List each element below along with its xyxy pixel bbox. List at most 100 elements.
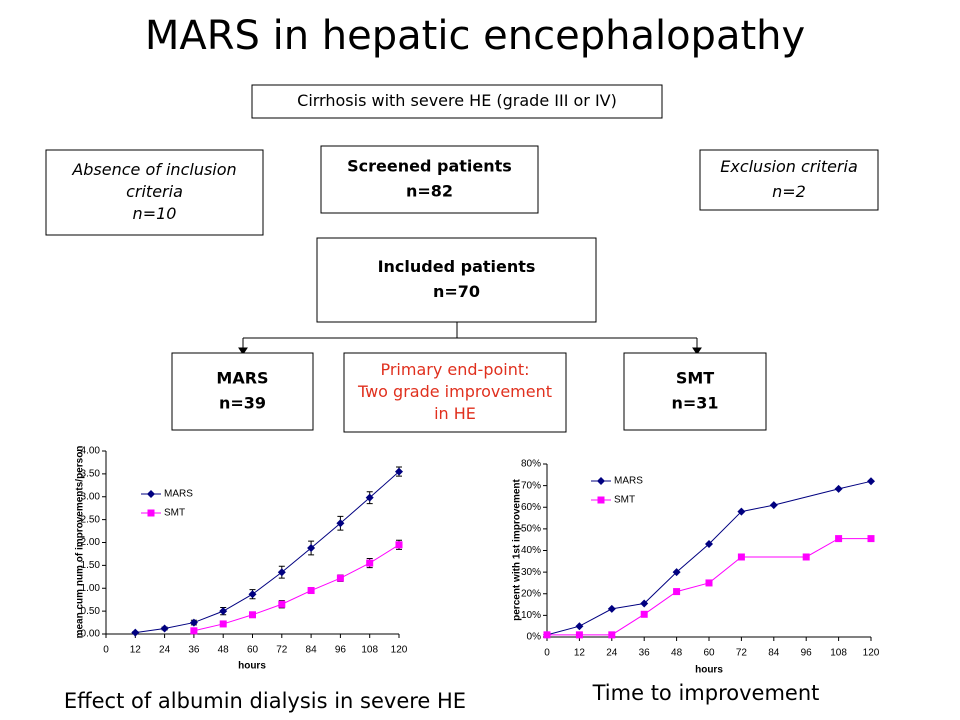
y-tick-label: 80% xyxy=(521,459,541,470)
data-point xyxy=(248,590,257,599)
y-tick-label: 0.50 xyxy=(81,606,101,617)
node-box xyxy=(45,149,264,236)
data-point xyxy=(543,631,551,639)
node-box xyxy=(343,352,567,433)
node-text: Two grade improvement xyxy=(357,382,552,401)
y-tick-label: 40% xyxy=(521,545,541,556)
data-point xyxy=(705,579,713,587)
node-text: n=10 xyxy=(133,204,177,223)
data-point xyxy=(395,467,403,476)
data-point xyxy=(307,543,316,552)
node-text: Absence of inclusion xyxy=(71,160,236,179)
data-point xyxy=(640,599,649,608)
y-tick-label: 1.50 xyxy=(81,560,101,571)
data-point xyxy=(802,553,810,561)
x-tick-label: 84 xyxy=(306,645,318,656)
x-tick-label: 60 xyxy=(703,648,715,659)
data-point xyxy=(277,568,286,577)
data-point xyxy=(365,493,374,502)
node-text: Screened patients xyxy=(347,157,512,176)
node-text: in HE xyxy=(434,404,476,423)
data-point xyxy=(835,535,843,543)
legend-marker xyxy=(597,496,605,504)
x-tick-label: 0 xyxy=(544,648,550,659)
node-text: n=2 xyxy=(772,182,806,201)
y-tick-label: 30% xyxy=(521,567,541,578)
data-point xyxy=(705,540,713,549)
x-tick-label: 120 xyxy=(863,648,880,659)
x-tick-label: 96 xyxy=(801,648,813,659)
data-point xyxy=(640,610,648,618)
data-point xyxy=(395,541,403,549)
x-tick-label: 108 xyxy=(830,648,847,659)
legend-marker xyxy=(147,490,155,498)
data-point xyxy=(131,628,140,637)
legend-marker xyxy=(597,477,605,485)
node-box xyxy=(316,237,597,323)
y-tick-label: 0.00 xyxy=(81,629,101,640)
data-point xyxy=(278,600,286,608)
x-tick-label: 108 xyxy=(361,645,378,656)
legend-label: SMT xyxy=(614,495,635,506)
node-text: n=39 xyxy=(219,394,266,413)
node: SMT n=31 xyxy=(623,352,767,431)
x-tick-label: 48 xyxy=(671,648,683,659)
y-tick-label: 10% xyxy=(521,610,541,621)
y-axis-label: percent with 1st improvement xyxy=(512,478,523,620)
data-point xyxy=(189,618,198,627)
y-tick-label: 3.00 xyxy=(81,491,101,502)
data-point xyxy=(249,611,256,619)
x-tick-label: 0 xyxy=(103,645,109,656)
data-point xyxy=(575,631,583,639)
data-point xyxy=(769,501,778,510)
node-box xyxy=(699,149,879,211)
series-line xyxy=(193,544,400,632)
connectors xyxy=(238,322,702,355)
x-tick-label: 96 xyxy=(335,645,347,656)
node-box xyxy=(623,352,767,431)
data-point xyxy=(336,574,344,582)
x-tick-label: 24 xyxy=(606,648,618,659)
data-point xyxy=(307,587,315,595)
x-tick-label: 84 xyxy=(768,648,780,659)
chart: 0.00 0.50 1.00 1.50 2.00 2.50 3.00 3.50 4.00 0 12 2… xyxy=(64,446,466,713)
arrow-heads xyxy=(238,347,702,355)
x-tick-label: 60 xyxy=(247,645,259,656)
y-tick-label: 3.50 xyxy=(81,469,101,480)
y-tick-label: 50% xyxy=(521,524,541,535)
node-text: Exclusion criteria xyxy=(720,157,858,176)
node: Primary end-point: Two grade improvement i… xyxy=(343,352,567,433)
node-text: n=31 xyxy=(671,394,718,413)
y-tick-label: 70% xyxy=(521,480,541,491)
legend-label: SMT xyxy=(164,508,185,519)
node-text: criteria xyxy=(126,182,183,201)
node: Absence of inclusion criteria n=10 xyxy=(45,149,264,236)
x-tick-label: 24 xyxy=(159,645,171,656)
x-axis-label: hours xyxy=(695,665,723,676)
y-tick-label: 0% xyxy=(527,632,542,643)
data-point xyxy=(219,620,227,628)
chart: 0% 10% 20% 30% 40% 50% 60% 70% 80% 0 12 24 36 48 60 72 8… xyxy=(512,459,880,705)
node-text: n=70 xyxy=(433,282,480,301)
data-point xyxy=(366,559,374,567)
legend-label: MARS xyxy=(164,489,193,500)
series-line xyxy=(135,471,400,634)
node-text: Included patients xyxy=(378,257,536,276)
chart-caption: Effect of albumin dialysis in severe HE xyxy=(64,689,466,713)
y-tick-label: 60% xyxy=(521,502,541,513)
data-point xyxy=(672,568,681,577)
data-point xyxy=(336,519,345,528)
x-tick-label: 36 xyxy=(188,645,200,656)
node-text: n=82 xyxy=(406,182,453,201)
data-point xyxy=(737,507,746,516)
x-tick-label: 72 xyxy=(276,645,288,656)
x-tick-label: 120 xyxy=(391,645,408,656)
node: Included patients n=70 xyxy=(316,237,597,323)
legend-label: MARS xyxy=(614,476,643,487)
node-box xyxy=(251,84,663,119)
x-tick-label: 36 xyxy=(639,648,651,659)
chart-caption: Time to improvement xyxy=(592,681,820,705)
data-point xyxy=(190,627,198,635)
node-text: Primary end-point: xyxy=(380,360,529,379)
legend-marker xyxy=(147,509,155,517)
